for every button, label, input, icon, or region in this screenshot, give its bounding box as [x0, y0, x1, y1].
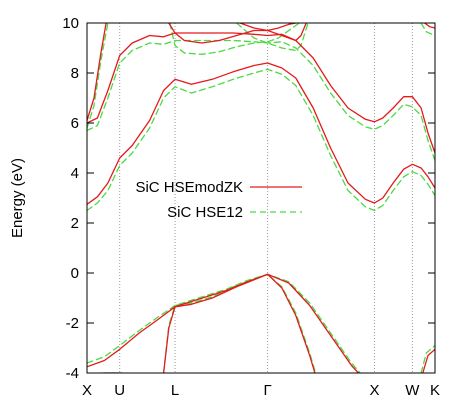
band-line [87, 273, 360, 373]
y-tick-label: 6 [71, 115, 79, 132]
y-tick-label: 2 [71, 215, 79, 232]
kpoint-lines [119, 23, 413, 373]
y-tick-label: 8 [71, 65, 79, 82]
y-tick-label: 4 [71, 165, 79, 182]
y-tick-label: 0 [71, 265, 79, 282]
x-tick-label: X [369, 382, 379, 399]
band-line [87, 62, 435, 205]
band-line [420, 23, 435, 37]
band-line [87, 23, 109, 129]
x-tick-label: Γ [263, 382, 271, 399]
band-line [423, 23, 435, 29]
y-tick-label: -4 [66, 365, 79, 382]
x-tick-label: U [114, 382, 125, 399]
y-tick-label: -2 [66, 315, 79, 332]
band-line [422, 348, 435, 373]
band-line [239, 23, 307, 42]
x-tick-label: L [171, 382, 179, 399]
y-ticks: -4 -2 0 2 4 6 8 10 [62, 15, 435, 382]
bands [87, 23, 435, 373]
band-line [87, 273, 361, 373]
legend: SiC HSEmodZK SiC HSE12 [135, 179, 302, 221]
plot-frame [86, 22, 436, 374]
band-line [168, 23, 297, 44]
x-tick-label: W [405, 382, 420, 399]
legend-label: SiC HSE12 [167, 204, 243, 221]
band-line [420, 344, 435, 373]
band-line [87, 32, 435, 154]
legend-label: SiC HSEmodZK [135, 179, 243, 196]
y-axis-label: Energy (eV) [9, 158, 26, 238]
x-tick-label: K [430, 382, 440, 399]
band-line [162, 273, 317, 373]
band-line [235, 23, 309, 52]
band-line [87, 39, 435, 162]
band-line [162, 273, 316, 373]
band-line [87, 68, 435, 212]
band-line [87, 23, 107, 122]
x-tick-label: X [82, 382, 92, 399]
y-tick-label: 10 [62, 15, 79, 32]
